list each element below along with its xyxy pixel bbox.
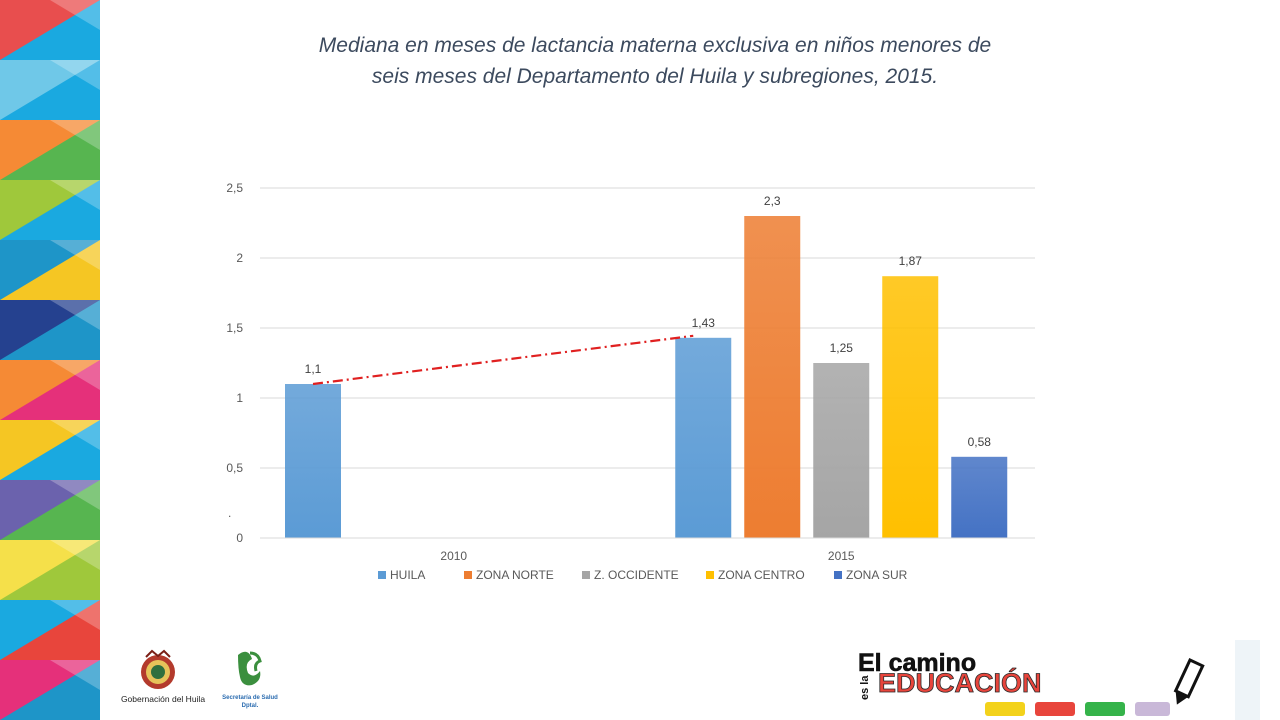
strip-highlight — [50, 240, 100, 270]
slogan-line-1: El camino — [858, 649, 976, 677]
bar-huila-2015 — [675, 337, 732, 538]
y-tick-label: 0 — [236, 531, 243, 545]
strip-highlight — [50, 120, 100, 150]
strip-triangle — [0, 660, 100, 720]
x-tick-label: 2010 — [440, 549, 467, 563]
strip-triangle — [0, 360, 100, 420]
strip-triangle — [0, 120, 100, 180]
pencil-icon — [1173, 658, 1205, 705]
bar-chart: 0 0,5 1 1,5 2 2,5 2010 2015 1,1 1,43 2,3 1,25 1,87 0,… — [226, 181, 1035, 582]
strip-highlight — [50, 60, 100, 90]
legend-swatch — [464, 571, 472, 579]
decorative-left-strip — [0, 0, 100, 720]
chart-title-line-1: Mediana en meses de lactancia materna ex… — [318, 34, 992, 57]
y-tick-label: 1 — [236, 391, 243, 405]
strip-triangle — [0, 300, 100, 360]
strip-highlight — [50, 180, 100, 210]
strip-highlight — [50, 600, 100, 630]
chart-title: Mediana en meses de lactancia materna ex… — [250, 30, 1060, 92]
strip-highlight — [50, 480, 100, 510]
bar-huila-2010 — [285, 384, 341, 538]
strip-highlight — [50, 660, 100, 690]
strip-triangle — [0, 600, 100, 660]
y-tick-label: 2 — [236, 251, 243, 265]
secretaria-salud-label-2: Dptal. — [242, 703, 259, 709]
strip-triangle — [0, 540, 100, 600]
data-label: 1,43 — [692, 316, 716, 330]
data-label: 2,3 — [764, 194, 781, 208]
data-label: 1,25 — [830, 341, 854, 355]
gobernacion-label: Gobernación del Huila — [121, 694, 205, 704]
x-tick-label: 2015 — [828, 549, 855, 563]
strip-highlight — [50, 0, 100, 30]
bar-z-occidente-2015 — [813, 363, 870, 538]
strip-triangle — [0, 0, 100, 60]
legend-label: ZONA SUR — [846, 568, 908, 582]
legend-swatch — [582, 571, 590, 579]
strip-highlight — [50, 540, 100, 570]
strip-triangle — [0, 480, 100, 540]
legend-label: Z. OCCIDENTE — [594, 568, 679, 582]
colorful-blocks-decoration — [985, 702, 1170, 716]
legend-swatch — [378, 571, 386, 579]
y-tick-label: 2,5 — [226, 181, 243, 195]
footer-logos-left: Gobernación del Huila Secretaría de Salu… — [121, 649, 278, 709]
strip-triangle — [0, 420, 100, 480]
bar-zona-centro-2015 — [882, 276, 939, 538]
strip-triangle — [0, 60, 100, 120]
y-tick-label: 0,5 — [226, 461, 243, 475]
footer-slogan-logo: El camino es la EDUCACIÓN — [858, 640, 1260, 720]
strip-highlight — [50, 360, 100, 390]
legend-swatch — [834, 571, 842, 579]
bar-zona-norte-2015 — [744, 216, 801, 538]
gobernacion-seal-icon — [141, 649, 175, 689]
y-tick-label: 1,5 — [226, 321, 243, 335]
data-label: 1,87 — [899, 254, 923, 268]
slogan-line-3: EDUCACIÓN — [878, 667, 1042, 698]
secretaria-salud-logo-icon — [238, 651, 262, 686]
strip-highlight — [50, 420, 100, 450]
legend-label: HUILA — [390, 568, 425, 582]
chart-title-line-2: seis meses del Departamento del Huila y … — [371, 65, 939, 88]
trendline — [312, 334, 694, 386]
legend-label: ZONA NORTE — [476, 568, 554, 582]
strip-highlight — [50, 300, 100, 330]
legend-swatch — [706, 571, 714, 579]
strip-triangle — [0, 180, 100, 240]
data-label: 0,58 — [968, 435, 992, 449]
secretaria-salud-label-1: Secretaría de Salud — [222, 695, 278, 701]
legend-label: ZONA CENTRO — [718, 568, 805, 582]
slogan-line-2: es la — [859, 675, 871, 700]
stray-mark: . — [228, 506, 231, 520]
data-label: 1,1 — [305, 362, 322, 376]
strip-triangle — [0, 240, 100, 300]
bar-zona-sur-2015 — [951, 456, 1008, 538]
